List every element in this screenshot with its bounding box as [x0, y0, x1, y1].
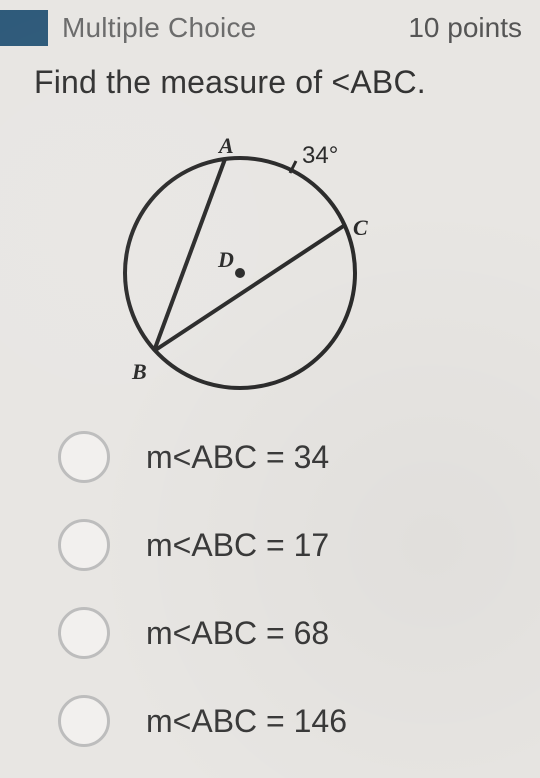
radio-icon[interactable]	[58, 519, 110, 571]
page: Multiple Choice 10 points Find the measu…	[0, 0, 540, 778]
question-prompt: Find the measure of <ABC.	[0, 52, 540, 109]
option-text: m<ABC = 146	[146, 703, 347, 740]
option-text: m<ABC = 34	[146, 439, 329, 476]
label-D: D	[217, 247, 234, 272]
option-4[interactable]: m<ABC = 146	[58, 695, 540, 747]
question-header: Multiple Choice 10 points	[0, 0, 540, 52]
option-text: m<ABC = 17	[146, 527, 329, 564]
label-B: B	[131, 359, 147, 384]
center-dot	[235, 268, 245, 278]
option-text: m<ABC = 68	[146, 615, 329, 652]
label-A: A	[217, 133, 234, 158]
option-2[interactable]: m<ABC = 17	[58, 519, 540, 571]
radio-icon[interactable]	[58, 607, 110, 659]
points-label: 10 points	[408, 12, 522, 44]
option-3[interactable]: m<ABC = 68	[58, 607, 540, 659]
chord	[154, 225, 345, 351]
figure-container: A C B D 34°	[0, 113, 540, 413]
question-type-label: Multiple Choice	[62, 12, 394, 44]
radio-icon[interactable]	[58, 695, 110, 747]
header-tab	[0, 10, 48, 46]
label-C: C	[353, 215, 368, 240]
option-1[interactable]: m<ABC = 34	[58, 431, 540, 483]
options-list: m<ABC = 34 m<ABC = 17 m<ABC = 68 m<ABC =…	[0, 431, 540, 747]
arc-value-label: 34°	[302, 142, 338, 169]
geometry-figure: A C B D 34°	[90, 113, 390, 413]
radio-icon[interactable]	[58, 431, 110, 483]
